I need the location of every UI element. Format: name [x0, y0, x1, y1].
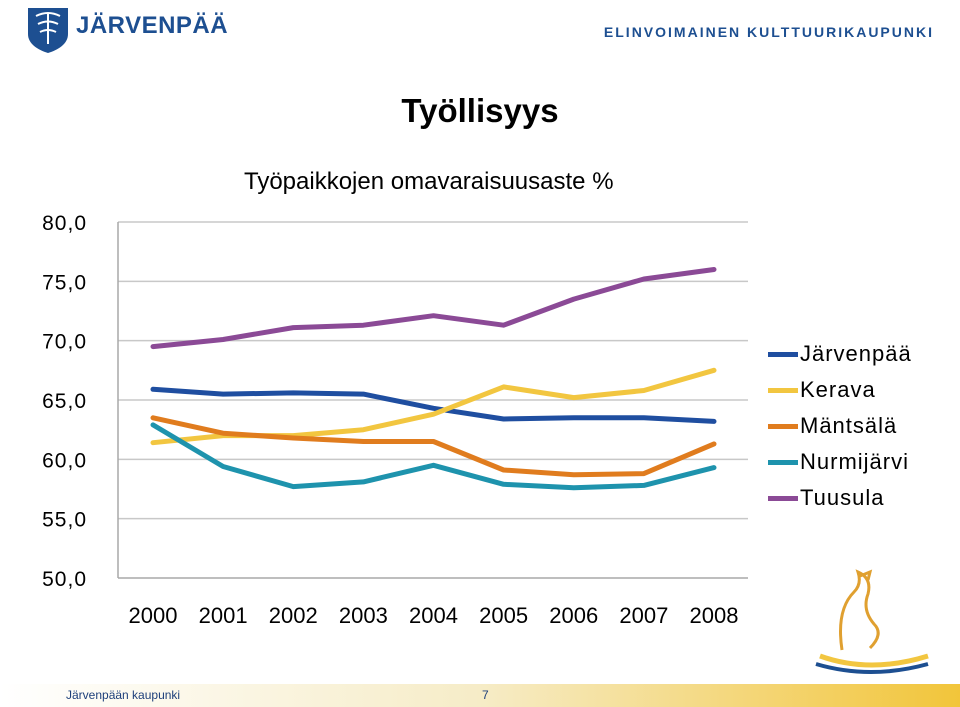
chart-title: Työpaikkojen omavaraisuusaste %	[244, 168, 614, 195]
legend-label: Nurmijärvi	[800, 449, 909, 474]
footer-organization: Järvenpään kaupunki	[66, 688, 181, 702]
x-tick-label: 2004	[409, 603, 458, 628]
axes	[117, 222, 748, 579]
x-tick-label: 2002	[269, 603, 318, 628]
series-line-tuusula	[150, 267, 717, 350]
y-tick-label: 75,0	[42, 271, 87, 294]
x-tick-labels: 2000 2001 2002 2003 2004 2005 2006 2007 2008	[129, 603, 739, 628]
city-crest-icon	[28, 8, 68, 53]
footer-bar	[0, 684, 960, 707]
legend-swatch	[768, 495, 798, 501]
brand-name: JÄRVENPÄÄ	[76, 12, 229, 39]
legend: Järvenpää Kerava Mäntsälä Nurmijärvi Tuusula	[768, 336, 912, 516]
y-tick-label: 80,0	[42, 212, 87, 235]
legend-swatch	[768, 351, 798, 357]
legend-label: Kerava	[800, 377, 876, 402]
page-title-text: Työllisyys	[401, 92, 559, 129]
legend-item: Tuusula	[768, 480, 912, 516]
legend-item: Mäntsälä	[768, 408, 912, 444]
series-line-nurmijärvi	[150, 422, 717, 491]
series-line-järvenpää	[150, 386, 717, 424]
y-tick-label: 70,0	[42, 331, 87, 354]
x-tick-label: 2003	[339, 603, 388, 628]
y-tick-label: 65,0	[42, 390, 87, 413]
x-tick-label: 2005	[479, 603, 528, 628]
legend-swatch	[768, 387, 798, 393]
line-chart: 80,075,070,065,060,055,050,0 2000 2001 200…	[42, 212, 748, 628]
page-title: Työllisyys	[0, 92, 960, 130]
legend-label: Tuusula	[800, 485, 885, 510]
series-line-mäntsälä	[150, 415, 717, 478]
goose-icon	[815, 569, 929, 674]
page-number: 7	[482, 688, 489, 702]
legend-item: Kerava	[768, 372, 912, 408]
legend-swatch	[768, 423, 798, 429]
legend-item: Nurmijärvi	[768, 444, 912, 480]
grid-lines	[118, 221, 748, 520]
x-tick-label: 2007	[619, 603, 668, 628]
y-tick-labels: 80,0 75,0 70,0 65,0 60,0 55,0 50,0	[42, 212, 87, 591]
x-tick-label: 2000	[129, 603, 178, 628]
x-tick-label: 2006	[549, 603, 598, 628]
x-tick-label: 2001	[199, 603, 248, 628]
legend-item: Järvenpää	[768, 336, 912, 372]
y-tick-label: 55,0	[42, 509, 87, 532]
series-lines	[150, 267, 717, 491]
tagline: ELINVOIMAINEN KULTTUURIKAUPUNKI	[603, 24, 934, 40]
y-tick-label: 50,0	[42, 568, 87, 591]
y-tick-label: 60,0	[42, 449, 87, 472]
legend-swatch	[768, 459, 798, 465]
x-tick-label: 2008	[690, 603, 739, 628]
legend-label: Järvenpää	[800, 341, 912, 366]
legend-label: Mäntsälä	[800, 413, 898, 438]
